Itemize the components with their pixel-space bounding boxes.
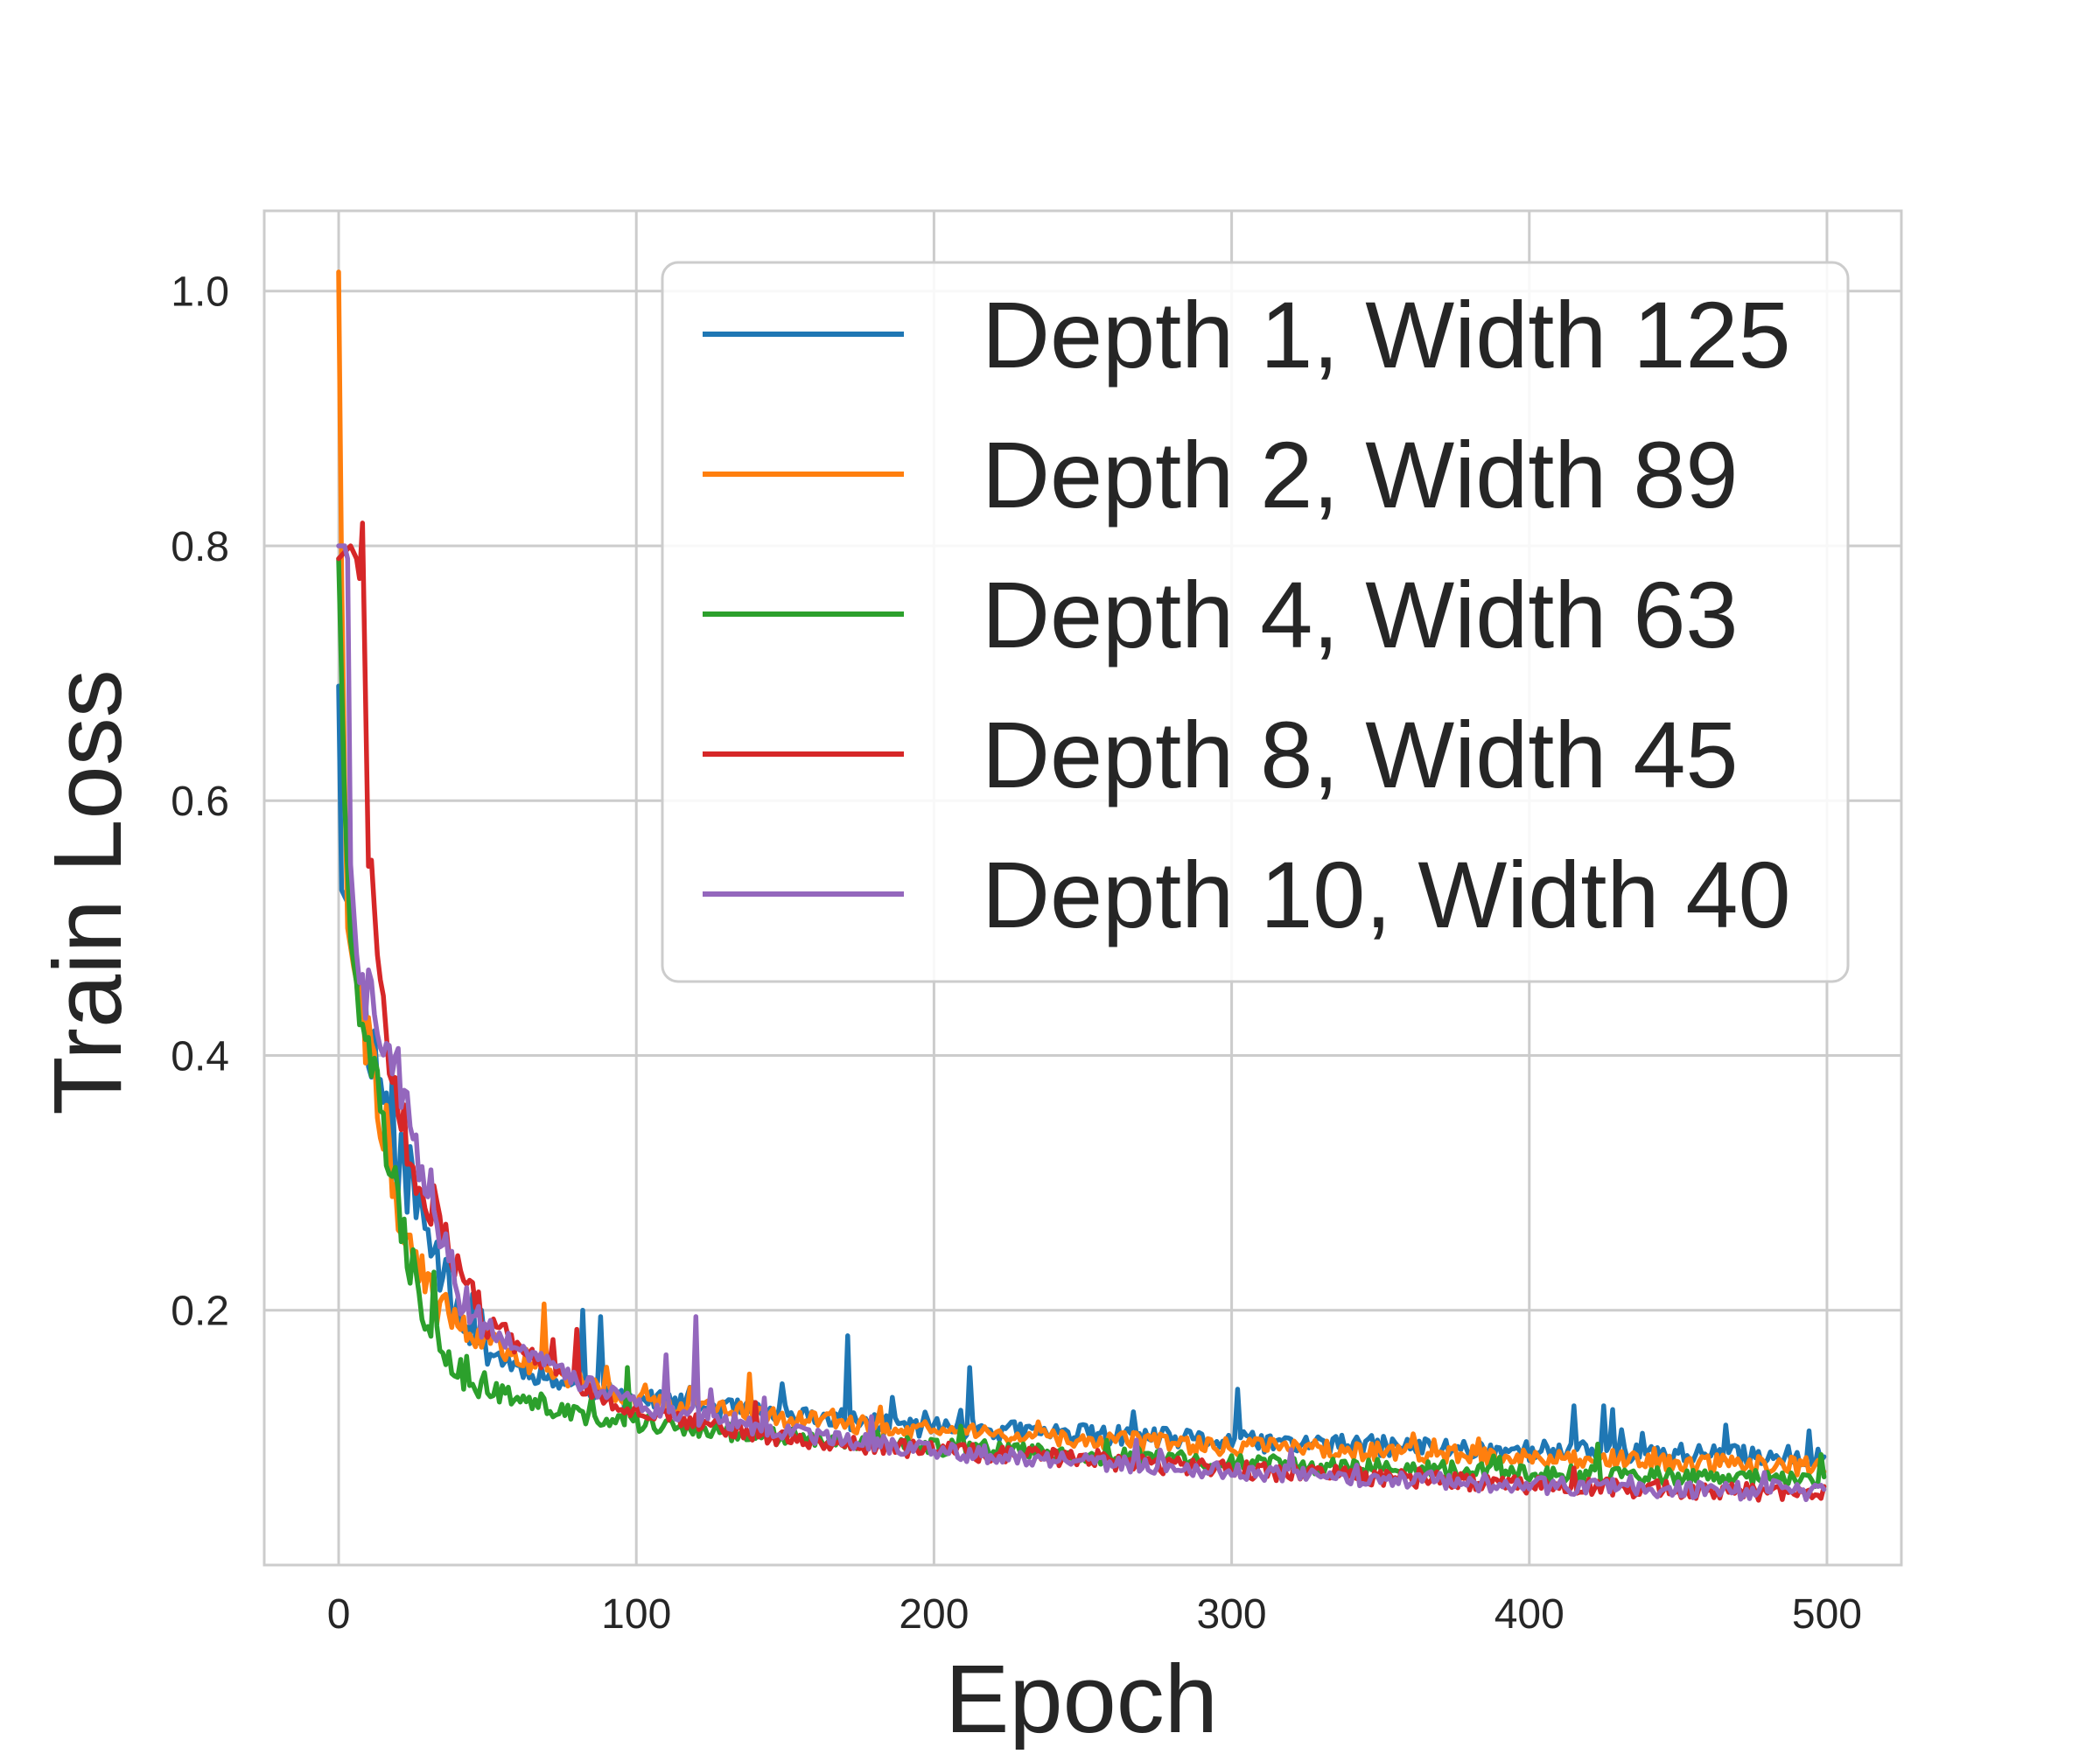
legend-label-4: Depth 8, Width 45 bbox=[982, 702, 1738, 807]
x-tick-label-400: 400 bbox=[1494, 1591, 1564, 1638]
legend: Depth 1, Width 125 Depth 2, Width 89 Depth… bbox=[661, 261, 1850, 983]
series-line-5 bbox=[336, 543, 1827, 1503]
y-tick-label-0.6: 0.6 bbox=[171, 779, 229, 825]
legend-label-3: Depth 4, Width 63 bbox=[982, 562, 1738, 667]
x-axis-title: Epoch bbox=[945, 1646, 1218, 1750]
y-tick-label-0.4: 0.4 bbox=[171, 1033, 229, 1080]
y-axis-title: Train Loss bbox=[34, 669, 142, 1115]
y-tick-label-1.0: 1.0 bbox=[171, 269, 229, 316]
x-tick-label-500: 500 bbox=[1792, 1591, 1862, 1638]
x-tick-label-200: 200 bbox=[899, 1591, 969, 1638]
y-tick-label-0.2: 0.2 bbox=[171, 1289, 229, 1335]
y-tick-label-0.8: 0.8 bbox=[171, 524, 229, 570]
legend-label-1: Depth 1, Width 125 bbox=[982, 282, 1791, 388]
legend-frame bbox=[661, 261, 1850, 983]
series-layer bbox=[336, 269, 1827, 1503]
tick-labels: 0 100 200 300 400 500 0.2 0.4 0.6 0.8 1.0 bbox=[171, 269, 1862, 1638]
x-tick-label-100: 100 bbox=[601, 1591, 671, 1638]
x-tick-label-0: 0 bbox=[327, 1591, 351, 1638]
plot-frame bbox=[262, 209, 1903, 1567]
x-tick-label-300: 300 bbox=[1197, 1591, 1267, 1638]
legend-label-5: Depth 10, Width 40 bbox=[982, 842, 1791, 947]
legend-label-2: Depth 2, Width 89 bbox=[982, 422, 1738, 528]
